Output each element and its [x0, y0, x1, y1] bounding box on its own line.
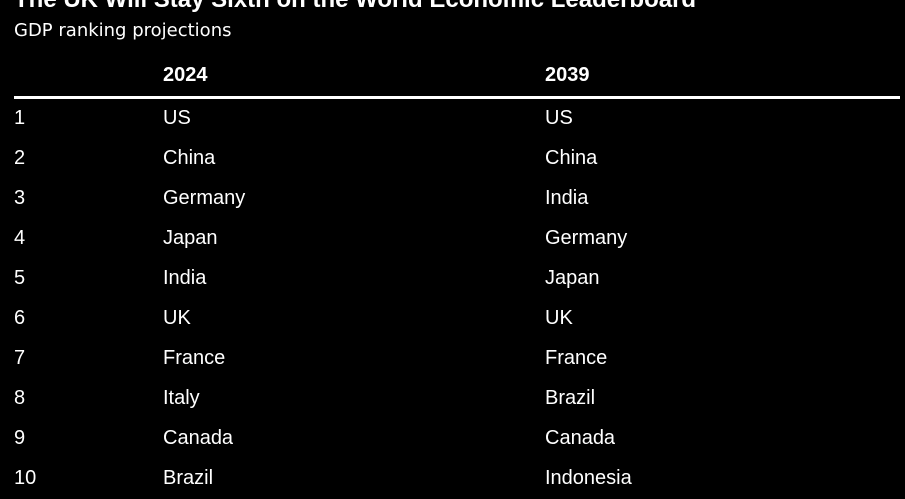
- country-2024-cell: US: [163, 107, 191, 129]
- rank-cell: 4: [14, 227, 26, 249]
- country-2024-cell: India: [163, 267, 207, 289]
- country-2039-cell: France: [545, 347, 608, 369]
- column-header-2024: 2024: [163, 64, 208, 86]
- rank-cell: 6: [14, 307, 26, 329]
- country-2039-cell: Indonesia: [545, 467, 632, 489]
- table-row: 8 Italy Brazil: [0, 379, 905, 419]
- rank-cell: 8: [14, 387, 26, 409]
- rank-cell: 2: [14, 147, 26, 169]
- country-2024-cell: Canada: [163, 427, 234, 449]
- country-2039-cell: UK: [545, 307, 573, 329]
- country-2024-cell: Japan: [163, 227, 218, 249]
- table-row: 7 France France: [0, 339, 905, 379]
- chart-subtitle: GDP ranking projections: [14, 20, 232, 41]
- table-row: 4 Japan Germany: [0, 219, 905, 259]
- header-divider: [14, 96, 900, 99]
- country-2024-cell: China: [163, 147, 216, 169]
- rank-cell: 3: [14, 187, 26, 209]
- rank-cell: 5: [14, 267, 26, 289]
- country-2039-cell: Japan: [545, 267, 600, 289]
- rank-cell: 10: [14, 467, 37, 489]
- chart-title: The UK Will Stay Sixth on the World Econ…: [14, 0, 696, 14]
- table-row: 6 UK UK: [0, 299, 905, 339]
- table-row: 5 India Japan: [0, 259, 905, 299]
- table-row: 3 Germany India: [0, 179, 905, 219]
- table-row: 2 China China: [0, 139, 905, 179]
- country-2024-cell: France: [163, 347, 226, 369]
- country-2039-cell: Brazil: [545, 387, 596, 409]
- table-row: 9 Canada Canada: [0, 419, 905, 459]
- country-2024-cell: Italy: [163, 387, 200, 409]
- rank-cell: 1: [14, 107, 26, 129]
- table-row: 10 Brazil Indonesia: [0, 459, 905, 499]
- country-2039-cell: Canada: [545, 427, 616, 449]
- country-2039-cell: US: [545, 107, 573, 129]
- country-2039-cell: India: [545, 187, 589, 209]
- rank-cell: 9: [14, 427, 26, 449]
- country-2039-cell: China: [545, 147, 598, 169]
- country-2024-cell: Brazil: [163, 467, 214, 489]
- table-row: 1 US US: [0, 99, 905, 139]
- country-2024-cell: Germany: [163, 187, 246, 209]
- rank-cell: 7: [14, 347, 26, 369]
- column-header-2039: 2039: [545, 64, 590, 86]
- country-2039-cell: Germany: [545, 227, 628, 249]
- country-2024-cell: UK: [163, 307, 191, 329]
